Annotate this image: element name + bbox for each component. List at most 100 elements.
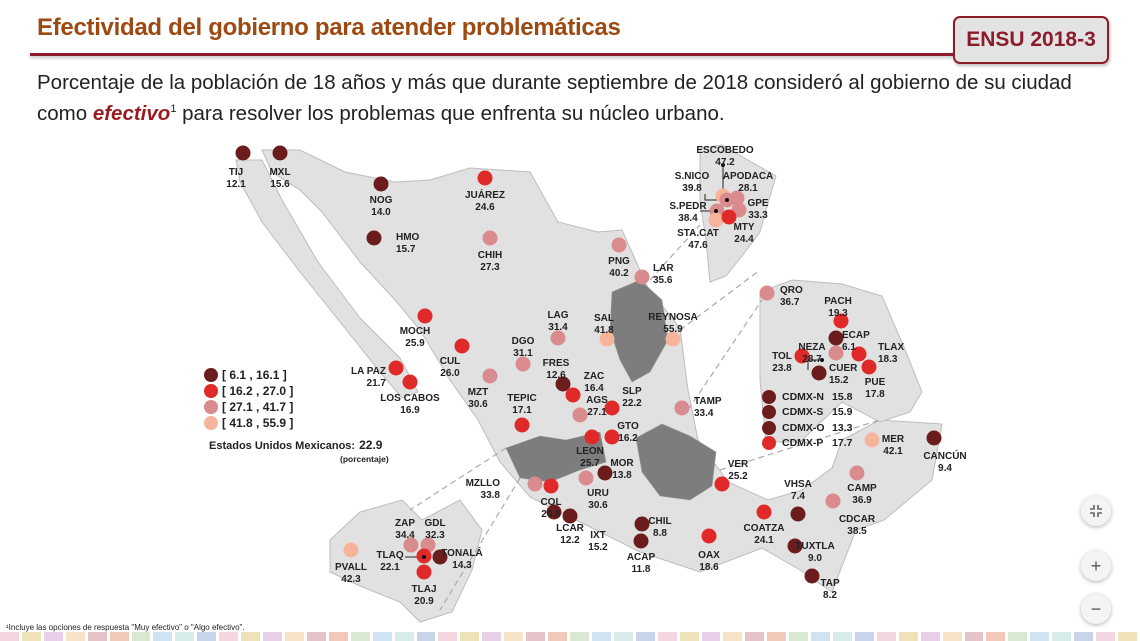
legend-swatch (204, 368, 218, 382)
city-name: GPE (747, 198, 769, 209)
city-value: 38.5 (847, 525, 867, 537)
strip-tile (394, 632, 414, 641)
city-name: MOCH (399, 326, 431, 337)
city-label: ZAP 34.4 (395, 518, 415, 541)
city-name: NOG (369, 195, 393, 206)
legend-label: [ 16.2 , 27.0 ] (222, 384, 294, 398)
city-value: 35.6 (653, 274, 673, 286)
city-label: LAR 35.6 (653, 263, 674, 286)
city-name: GDL (424, 518, 446, 529)
city-value: 34.4 (395, 529, 415, 541)
connector-line (679, 269, 761, 331)
city-marker (926, 430, 942, 446)
city-marker (864, 432, 880, 448)
city-marker (674, 400, 690, 416)
city-label: MOR 13.8 (610, 458, 633, 481)
city-name: LAG (547, 310, 569, 321)
city-name: TIJ (228, 167, 244, 178)
strip-tile (131, 632, 151, 641)
city-value: 12.6 (546, 369, 566, 381)
city-marker (343, 542, 359, 558)
city-marker (804, 568, 820, 584)
strip-tile (679, 632, 699, 641)
zoom-out-button[interactable]: − (1081, 594, 1111, 624)
city-label: CAMP 36.9 (847, 483, 876, 506)
city-name: TUXTLA (795, 541, 835, 552)
city-name: MZLLO (465, 478, 500, 489)
city-value: 13.8 (612, 469, 632, 481)
city-marker (634, 516, 650, 532)
national-label: Estados Unidos Mexicanos: (209, 440, 356, 452)
city-value: 25.7 (580, 457, 600, 469)
subtitle-emphasis: efectivo (92, 101, 171, 125)
title-divider (30, 53, 960, 56)
city-marker (432, 549, 448, 565)
city-marker (546, 504, 562, 520)
strip-tile (591, 632, 611, 641)
city-name: CUER (829, 363, 858, 374)
legend-swatch (204, 384, 218, 398)
city-label: MXL 15.6 (269, 167, 290, 190)
legend-swatch (204, 416, 218, 430)
city-marker (578, 470, 594, 486)
city-value: 36.7 (780, 296, 800, 308)
city-value: 12.1 (226, 178, 246, 190)
leader-dot (721, 163, 725, 167)
strip-tile (986, 632, 1006, 641)
city-marker (417, 308, 433, 324)
city-value: 16.9 (400, 404, 420, 416)
baja-california (235, 159, 419, 399)
city-value: 11.8 (631, 563, 651, 575)
city-value: 38.4 (678, 212, 698, 224)
city-marker (794, 348, 810, 364)
city-label: VHSA 7.4 (784, 479, 812, 502)
city-value: 15.2 (588, 541, 608, 553)
city-label: S.NICO 39.8 (675, 171, 709, 194)
city-label: STA.CAT 47.6 (677, 228, 719, 251)
strip-tile (1008, 632, 1028, 641)
city-name: NEZA (798, 342, 826, 353)
city-value: 21.7 (366, 377, 386, 389)
city-name: TONALÁ (441, 548, 483, 559)
city-label: S.PEDR 38.4 (669, 201, 706, 224)
city-value: 9.0 (808, 552, 822, 564)
city-label: URU 30.6 (587, 488, 609, 511)
strip-tile (482, 632, 502, 641)
city-marker (762, 436, 776, 451)
city-value: 42.3 (341, 573, 361, 585)
strip-tile (153, 632, 173, 641)
city-label: SAL 41.8 (594, 313, 614, 336)
city-name: LEON (576, 446, 604, 457)
legend-label: [ 41.8 , 55.9 ] (222, 416, 294, 430)
strip-tile (416, 632, 436, 641)
city-name: CDMX-P (782, 437, 824, 450)
fit-view-button[interactable] (1081, 496, 1111, 526)
strip-tile (87, 632, 107, 641)
cdmx-item: CDMX-S 15.9 (762, 405, 852, 421)
city-marker (833, 313, 849, 329)
city-marker (790, 506, 806, 522)
leader-dot (820, 358, 824, 362)
city-value: 15.2 (829, 374, 849, 386)
city-name: IXT (590, 530, 606, 541)
city-label: TIJ 12.1 (226, 167, 245, 190)
zoom-in-button[interactable]: + (1081, 551, 1111, 581)
city-name: MXL (269, 167, 291, 178)
city-marker (701, 528, 717, 544)
city-value: 17.8 (865, 388, 885, 400)
city-name: SAL (594, 313, 614, 324)
city-label: TONALÁ 14.3 (441, 548, 482, 571)
strip-tile (569, 632, 589, 641)
city-value: 24.1 (754, 534, 774, 546)
city-name: TAMP (694, 396, 722, 407)
city-name: CDMX-S (782, 406, 824, 419)
strip-tile (811, 632, 831, 641)
city-marker (759, 285, 775, 301)
strip-tile (0, 632, 19, 641)
city-name: ESCOBEDO (696, 145, 754, 156)
city-marker (366, 230, 382, 246)
city-value: 27.1 (587, 406, 607, 418)
legend-label: [ 6.1 , 16.1 ] (222, 368, 287, 382)
city-label: PUE 17.8 (865, 377, 886, 400)
city-label: CANCÚN 9.4 (923, 451, 966, 474)
